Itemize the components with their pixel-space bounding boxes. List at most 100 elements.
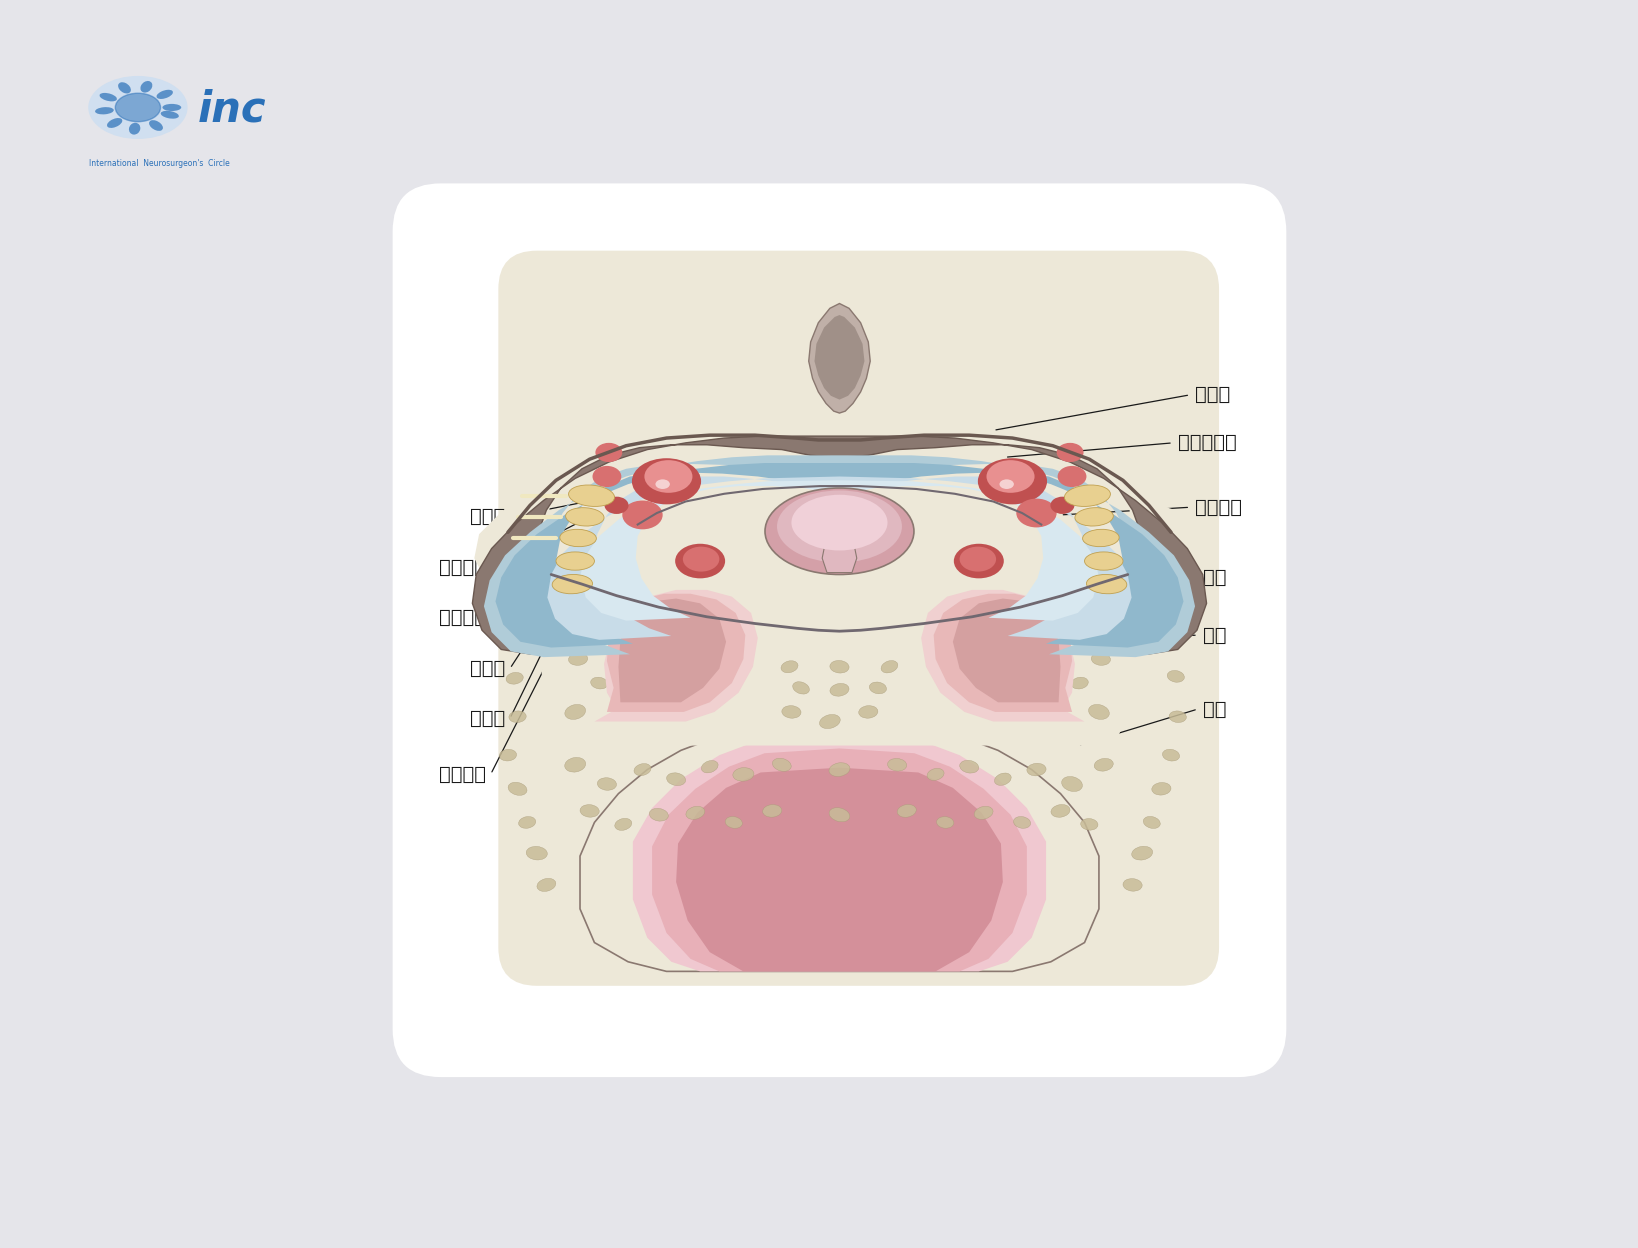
Ellipse shape: [1083, 529, 1119, 547]
Ellipse shape: [118, 82, 131, 94]
Ellipse shape: [1057, 443, 1084, 462]
Ellipse shape: [1081, 572, 1097, 583]
Ellipse shape: [560, 529, 596, 547]
Ellipse shape: [1094, 759, 1114, 771]
Ellipse shape: [129, 122, 141, 135]
Ellipse shape: [953, 544, 1004, 578]
Ellipse shape: [686, 806, 704, 820]
Ellipse shape: [591, 678, 608, 689]
Ellipse shape: [157, 90, 174, 99]
Ellipse shape: [1084, 552, 1124, 570]
Polygon shape: [934, 594, 1071, 711]
Ellipse shape: [614, 819, 632, 830]
Ellipse shape: [763, 805, 781, 817]
Ellipse shape: [1165, 633, 1183, 644]
Ellipse shape: [537, 879, 555, 891]
Ellipse shape: [881, 660, 898, 673]
Ellipse shape: [1061, 776, 1083, 791]
Ellipse shape: [675, 544, 726, 578]
Ellipse shape: [829, 763, 850, 776]
Text: 闭咽: 闭咽: [1202, 700, 1227, 719]
Ellipse shape: [1071, 678, 1088, 689]
Ellipse shape: [1075, 508, 1114, 525]
Ellipse shape: [552, 574, 593, 594]
Ellipse shape: [644, 461, 693, 493]
Ellipse shape: [1170, 711, 1186, 723]
Text: 滑车神经: 滑车神经: [439, 608, 486, 628]
Ellipse shape: [1086, 574, 1127, 594]
Polygon shape: [483, 456, 1196, 658]
Ellipse shape: [1027, 764, 1047, 776]
Ellipse shape: [503, 634, 519, 645]
FancyBboxPatch shape: [393, 183, 1286, 1077]
Ellipse shape: [732, 768, 753, 781]
Ellipse shape: [1143, 816, 1160, 829]
Text: 眼神经: 眼神经: [470, 709, 505, 728]
Ellipse shape: [655, 479, 670, 489]
Ellipse shape: [149, 120, 162, 131]
Ellipse shape: [100, 92, 116, 101]
Ellipse shape: [141, 81, 152, 92]
Ellipse shape: [830, 684, 848, 696]
Polygon shape: [676, 768, 1002, 971]
Ellipse shape: [598, 778, 616, 790]
Text: INC科普出品
转载注明来源: INC科普出品 转载注明来源: [875, 872, 948, 926]
Ellipse shape: [526, 846, 547, 860]
Ellipse shape: [95, 107, 113, 115]
Polygon shape: [580, 721, 1099, 971]
Text: 颈内动脉: 颈内动脉: [1196, 498, 1242, 517]
Text: 蝶窦: 蝶窦: [1202, 625, 1227, 644]
Ellipse shape: [500, 749, 516, 761]
Ellipse shape: [565, 758, 586, 773]
Ellipse shape: [978, 458, 1047, 504]
Polygon shape: [547, 477, 1132, 640]
Ellipse shape: [581, 572, 598, 583]
Ellipse shape: [791, 494, 888, 550]
Text: 动眼神经: 动眼神经: [439, 558, 486, 578]
Ellipse shape: [793, 681, 809, 694]
Ellipse shape: [773, 759, 791, 771]
Ellipse shape: [701, 760, 717, 773]
Ellipse shape: [927, 769, 943, 780]
Ellipse shape: [1124, 879, 1142, 891]
Ellipse shape: [500, 555, 516, 567]
Polygon shape: [814, 314, 865, 399]
Ellipse shape: [1058, 466, 1086, 487]
Ellipse shape: [898, 805, 916, 817]
Ellipse shape: [781, 660, 798, 673]
Ellipse shape: [829, 807, 850, 821]
Ellipse shape: [858, 705, 878, 718]
Ellipse shape: [975, 806, 993, 820]
Ellipse shape: [506, 673, 523, 684]
Polygon shape: [472, 436, 1207, 654]
Ellipse shape: [161, 111, 179, 119]
Polygon shape: [953, 599, 1060, 703]
Ellipse shape: [508, 782, 527, 795]
Polygon shape: [595, 590, 758, 721]
Polygon shape: [619, 599, 726, 703]
Ellipse shape: [870, 681, 886, 694]
Ellipse shape: [781, 705, 801, 718]
Ellipse shape: [562, 594, 583, 609]
Ellipse shape: [726, 816, 742, 829]
Ellipse shape: [960, 547, 996, 572]
Ellipse shape: [1050, 497, 1075, 514]
Ellipse shape: [634, 764, 650, 775]
Text: International  Neurosurgeon's  Circle: International Neurosurgeon's Circle: [88, 158, 229, 167]
Text: inc: inc: [198, 89, 267, 131]
Ellipse shape: [994, 773, 1011, 785]
Ellipse shape: [106, 119, 123, 129]
Text: 展神经: 展神经: [470, 659, 505, 678]
Polygon shape: [822, 532, 857, 573]
Text: 视神经: 视神经: [1196, 386, 1230, 404]
Ellipse shape: [1065, 485, 1111, 507]
Ellipse shape: [1052, 805, 1070, 817]
Ellipse shape: [580, 805, 600, 817]
Ellipse shape: [555, 552, 595, 570]
Ellipse shape: [765, 488, 914, 574]
Ellipse shape: [1089, 704, 1109, 719]
Text: 垂体: 垂体: [1202, 568, 1227, 587]
Ellipse shape: [986, 461, 1035, 493]
Ellipse shape: [937, 816, 953, 829]
Ellipse shape: [500, 590, 516, 603]
